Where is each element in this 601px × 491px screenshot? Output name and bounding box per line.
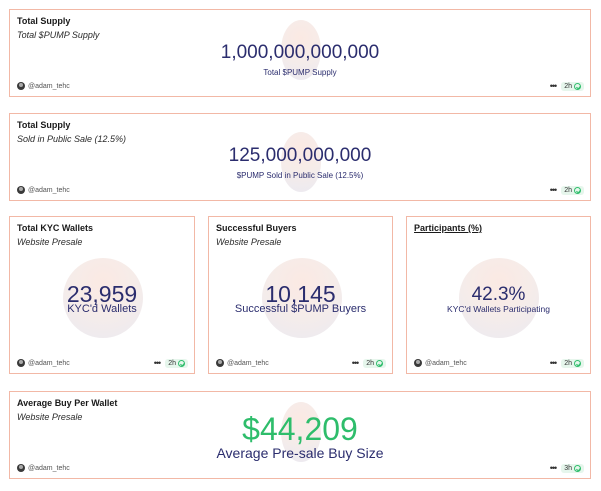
- card-title-link[interactable]: Participants (%): [414, 223, 483, 233]
- decorative-bubble: [281, 132, 321, 192]
- author-handle: @adam_tehc: [227, 359, 269, 367]
- status-badge: 2h: [165, 359, 188, 368]
- author[interactable]: @adam_tehc: [414, 359, 467, 367]
- card-subtitle: Website Presale: [17, 412, 83, 422]
- metric-label: KYC'd Wallets: [67, 303, 137, 315]
- author-handle: @adam_tehc: [425, 359, 467, 367]
- metric-value: 23,959: [66, 281, 138, 307]
- metric-value: 125,000,000,000: [228, 145, 372, 166]
- author-handle: @adam_tehc: [28, 186, 70, 194]
- card-footer-actions: ••• 3h: [550, 464, 584, 473]
- more-horizontal-icon[interactable]: •••: [351, 358, 360, 368]
- age-text: 2h: [564, 360, 572, 367]
- avg-buy-card: Average Buy Per Wallet Website Presale $…: [9, 391, 591, 479]
- status-badge: 2h: [561, 82, 584, 91]
- author[interactable]: @adam_tehc: [216, 359, 269, 367]
- user-avatar: [414, 359, 422, 367]
- age-text: 2h: [564, 187, 572, 194]
- more-horizontal-icon[interactable]: •••: [549, 463, 558, 473]
- user-avatar: [17, 82, 25, 90]
- total-supply-card: Total Supply Total $PUMP Supply 1,000,00…: [9, 9, 591, 97]
- author[interactable]: @adam_tehc: [17, 464, 70, 472]
- status-badge: 2h: [561, 359, 584, 368]
- check-circle-icon: [574, 187, 581, 194]
- check-circle-icon: [376, 360, 383, 367]
- status-badge: 2h: [363, 359, 386, 368]
- card-subtitle: Sold in Public Sale (12.5%): [17, 134, 127, 144]
- author-handle: @adam_tehc: [28, 82, 70, 90]
- decorative-bubble: [63, 258, 143, 338]
- more-horizontal-icon[interactable]: •••: [549, 185, 558, 195]
- more-horizontal-icon[interactable]: •••: [549, 81, 558, 91]
- card-footer-actions: ••• 2h: [154, 359, 188, 368]
- metric-value: 10,145: [265, 281, 336, 307]
- decorative-bubble: [459, 258, 539, 338]
- metric-label: Successful $PUMP Buyers: [234, 303, 367, 315]
- card-title: Total KYC Wallets: [17, 223, 94, 233]
- more-horizontal-icon[interactable]: •••: [549, 358, 558, 368]
- decorative-bubble: [281, 20, 321, 80]
- card-footer-actions: ••• 2h: [550, 82, 584, 91]
- author-handle: @adam_tehc: [28, 464, 70, 472]
- age-text: 2h: [168, 360, 176, 367]
- age-text: 3h: [564, 465, 572, 472]
- metric-value: 42.3%: [471, 284, 526, 305]
- metric-value: 1,000,000,000,000: [220, 42, 380, 63]
- metric-label: KYC'd Wallets Participating: [447, 304, 550, 314]
- status-badge: 2h: [561, 186, 584, 195]
- check-circle-icon: [574, 83, 581, 90]
- card-subtitle: Website Presale: [216, 237, 282, 247]
- participants-card: Participants (%) 42.3% KYC'd Wallets Par…: [406, 216, 591, 374]
- card-title: Successful Buyers: [216, 223, 297, 233]
- card-subtitle: Website Presale: [17, 237, 83, 247]
- user-avatar: [17, 359, 25, 367]
- check-circle-icon: [574, 360, 581, 367]
- status-badge: 3h: [561, 464, 584, 473]
- metric-label: Total $PUMP Supply: [263, 68, 337, 77]
- user-avatar: [216, 359, 224, 367]
- author[interactable]: @adam_tehc: [17, 82, 70, 90]
- age-text: 2h: [366, 360, 374, 367]
- card-title: Average Buy Per Wallet: [17, 398, 118, 408]
- card-subtitle: Total $PUMP Supply: [17, 30, 100, 40]
- check-circle-icon: [574, 465, 581, 472]
- metric-label: Average Pre-sale Buy Size: [216, 445, 384, 461]
- decorative-bubble: [281, 402, 321, 462]
- card-title: Total Supply: [17, 16, 71, 26]
- author[interactable]: @adam_tehc: [17, 359, 70, 367]
- card-footer-actions: ••• 2h: [550, 359, 584, 368]
- metric-label: $PUMP Sold in Public Sale (12.5%): [236, 171, 364, 180]
- check-circle-icon: [178, 360, 185, 367]
- author-handle: @adam_tehc: [28, 359, 70, 367]
- card-footer-actions: ••• 2h: [550, 186, 584, 195]
- age-text: 2h: [564, 83, 572, 90]
- metric-value: $44,209: [242, 411, 358, 447]
- author[interactable]: @adam_tehc: [17, 186, 70, 194]
- card-footer-actions: ••• 2h: [352, 359, 386, 368]
- successful-buyers-card: Successful Buyers Website Presale 10,145…: [208, 216, 393, 374]
- user-avatar: [17, 464, 25, 472]
- kyc-wallets-card: Total KYC Wallets Website Presale 23,959…: [9, 216, 195, 374]
- user-avatar: [17, 186, 25, 194]
- card-title: Total Supply: [17, 120, 71, 130]
- more-horizontal-icon[interactable]: •••: [153, 358, 162, 368]
- decorative-bubble: [262, 258, 342, 338]
- sold-supply-card: Total Supply Sold in Public Sale (12.5%)…: [9, 113, 591, 201]
